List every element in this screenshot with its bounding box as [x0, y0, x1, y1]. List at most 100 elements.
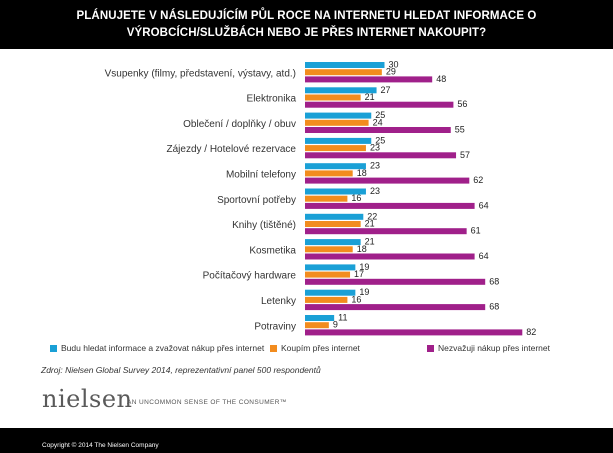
data-label: 61	[471, 226, 481, 236]
data-label: 21	[365, 219, 375, 229]
bar	[305, 94, 361, 101]
chart-title-line2: VÝROBCÍCH/SLUŽBÁCH NEBO JE PŘES INTERNET…	[126, 26, 487, 39]
data-label: 23	[370, 186, 380, 196]
chart-legend: Budu hledat informace a zvažovat nákup p…	[50, 343, 610, 357]
bar	[305, 264, 356, 271]
logo-text: nielsen	[42, 385, 133, 413]
data-label: 64	[479, 200, 489, 210]
bar	[305, 145, 366, 152]
copyright-text: Copyright © 2014 The Nielsen Company	[42, 442, 159, 449]
bar	[305, 213, 364, 220]
bar	[305, 127, 451, 133]
bar	[305, 170, 353, 177]
data-label: 82	[526, 327, 536, 337]
category-label: Letenky	[261, 296, 296, 307]
data-label: 19	[359, 262, 369, 272]
bar	[305, 195, 348, 202]
data-label: 64	[479, 251, 489, 261]
data-label: 22	[367, 211, 377, 221]
bar	[305, 87, 377, 94]
bar	[305, 304, 486, 311]
legend-item: Nezvažuji nákup přes internet	[427, 343, 550, 353]
bar	[305, 152, 457, 159]
data-label: 9	[333, 320, 338, 330]
bar	[305, 246, 353, 253]
data-label: 11	[338, 313, 347, 323]
bar	[305, 76, 433, 83]
category-label: Počítačový hardware	[203, 271, 297, 282]
data-label: 24	[373, 117, 383, 127]
legend-item: Koupím přes internet	[270, 343, 360, 353]
data-label: 16	[351, 294, 361, 304]
data-label: 27	[381, 85, 391, 95]
legend-swatch	[270, 344, 277, 352]
bar	[305, 296, 348, 303]
data-label: 16	[351, 193, 361, 203]
legend-label: Koupím přes internet	[281, 343, 360, 353]
bar	[305, 119, 369, 126]
bar	[305, 101, 454, 108]
category-label: Mobilní telefony	[226, 170, 296, 181]
legend-item: Budu hledat informace a zvažovat nákup p…	[50, 343, 264, 353]
bar	[305, 137, 372, 144]
bar-chart: Vsupenky (filmy, představení, výstavy, a…	[105, 60, 537, 337]
bar	[305, 69, 382, 76]
data-label: 25	[375, 110, 385, 120]
legend-label: Nezvažuji nákup přes internet	[438, 343, 550, 353]
bar	[305, 163, 366, 170]
data-label: 29	[386, 67, 396, 77]
data-label: 18	[357, 168, 367, 178]
bar	[305, 62, 385, 68]
bar	[305, 271, 351, 278]
data-label: 23	[370, 161, 380, 171]
bar	[305, 228, 467, 235]
nielsen-logo: nielsen	[42, 385, 133, 413]
bar	[305, 289, 356, 296]
bar	[305, 315, 335, 321]
data-label: 56	[457, 99, 467, 109]
bar	[305, 239, 361, 246]
chart-title: PLÁNUJETE V NÁSLEDUJÍCÍM PŮL ROCE NA INT…	[0, 0, 613, 49]
data-label: 21	[365, 237, 375, 247]
source-note: Zdroj: Nielsen Global Survey 2014, repre…	[41, 365, 321, 375]
data-label: 18	[357, 244, 367, 254]
bar	[305, 322, 329, 329]
category-group: Potraviny 119 82	[254, 313, 536, 337]
category-label: Sportovní potřeby	[217, 195, 296, 206]
bar	[305, 202, 475, 209]
bar	[305, 278, 486, 285]
data-label: 57	[460, 150, 470, 160]
data-label: 17	[354, 269, 364, 279]
bar	[305, 177, 470, 184]
data-label: 62	[473, 175, 483, 185]
category-label: Knihy (tištěné)	[232, 220, 296, 231]
category-label: Oblečení / doplňky / obuv	[183, 119, 296, 130]
data-label: 30	[389, 60, 399, 70]
legend-swatch	[427, 344, 434, 352]
chart-title-line1: PLÁNUJETE V NÁSLEDUJÍCÍM PŮL ROCE NA INT…	[76, 9, 537, 22]
category-label: Potraviny	[254, 321, 296, 332]
category-label: Zájezdy / Hotelové rezervace	[166, 144, 296, 155]
category-group: Sportovní potřeby 23 16 64	[217, 186, 489, 210]
category-group: Vsupenky (filmy, představení, výstavy, a…	[105, 60, 447, 84]
data-label: 19	[359, 287, 369, 297]
bar	[305, 221, 361, 227]
data-label: 25	[375, 135, 385, 145]
bar	[305, 112, 372, 119]
logo-tagline: AN UNCOMMON SENSE OF THE CONSUMER™	[127, 399, 287, 406]
data-label: 23	[370, 143, 380, 153]
legend-swatch	[50, 344, 57, 352]
data-label: 68	[489, 276, 499, 286]
footer: Copyright © 2014 The Nielsen Company	[0, 428, 613, 453]
category-label: Vsupenky (filmy, představení, výstavy, a…	[105, 68, 296, 79]
data-label: 68	[489, 302, 499, 312]
category-label: Kosmetika	[249, 245, 296, 256]
data-label: 21	[365, 92, 375, 102]
